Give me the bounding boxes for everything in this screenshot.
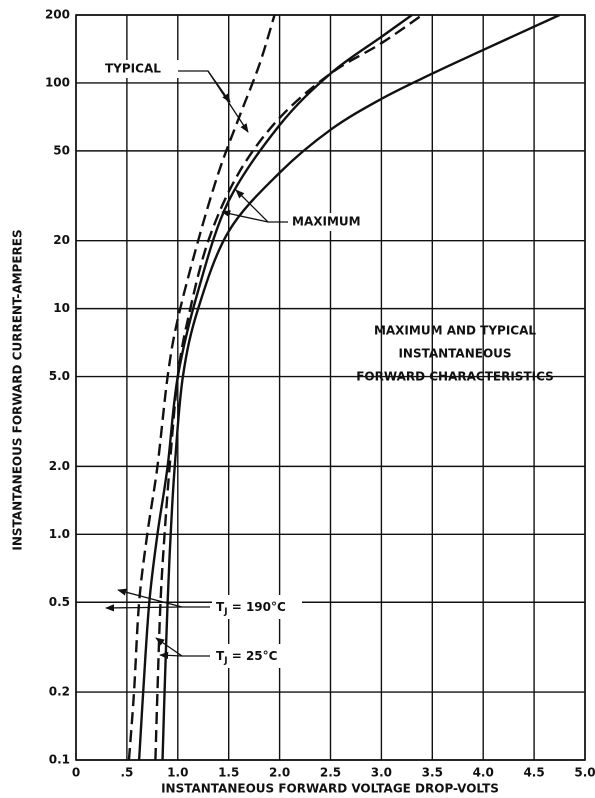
annotation-text: T xyxy=(216,600,225,614)
y-tick-label: 2.0 xyxy=(49,459,70,473)
x-tick-label: 5.0 xyxy=(574,766,595,780)
label-bg xyxy=(212,595,302,619)
title-line: FORWARD CHARACTERISTICS xyxy=(356,370,554,384)
label-bg xyxy=(290,213,370,231)
y-tick-label: 50 xyxy=(53,143,70,157)
annotation-subscript: J xyxy=(223,607,227,617)
x-tick-label: 2.5 xyxy=(320,766,341,780)
x-tick-label: 3.5 xyxy=(422,766,443,780)
arrows xyxy=(105,70,288,660)
y-tick-label: 5.0 xyxy=(49,369,70,383)
x-tick-label: 4.5 xyxy=(523,766,544,780)
label-bg xyxy=(212,644,302,668)
x-tick-label: .5 xyxy=(120,766,133,780)
x-tick-label: 1.5 xyxy=(218,766,239,780)
x-tick-label: 1.0 xyxy=(167,766,188,780)
title-line: MAXIMUM AND TYPICAL xyxy=(374,324,536,338)
annotation-text: T xyxy=(216,649,225,663)
x-tick-label: 4.0 xyxy=(473,766,494,780)
series-line xyxy=(137,15,413,760)
arrow xyxy=(117,588,183,608)
y-tick-label: 200 xyxy=(45,8,70,22)
y-tick-label: 0.5 xyxy=(49,595,70,609)
y-tick-label: 0.1 xyxy=(49,753,70,767)
arrow xyxy=(221,210,269,223)
x-axis-title: INSTANTANEOUS FORWARD VOLTAGE DROP-VOLTS xyxy=(161,782,499,796)
arrow xyxy=(105,604,210,612)
y-tick-label: 1.0 xyxy=(49,527,70,541)
annotation-subscript: J xyxy=(223,656,227,666)
arrow xyxy=(155,637,210,657)
annotation: TYPICAL xyxy=(105,62,161,76)
y-tick-label: 20 xyxy=(53,233,70,247)
x-tick-label: 2.0 xyxy=(269,766,290,780)
arrow xyxy=(207,70,249,133)
annotation: TJ = 190°C xyxy=(216,600,286,617)
annotation: MAXIMUM xyxy=(292,215,361,229)
title-line: INSTANTANEOUS xyxy=(398,347,511,361)
plot-frame xyxy=(75,14,586,761)
y-tick-label: 0.2 xyxy=(49,685,70,699)
annotation-suffix: = 190°C xyxy=(228,600,286,614)
x-tick-label: 3.0 xyxy=(371,766,392,780)
label-bg xyxy=(103,60,205,78)
arrow xyxy=(159,651,183,660)
y-tick-label: 100 xyxy=(45,75,70,89)
y-tick-label: 10 xyxy=(53,301,70,315)
x-tick-label: 0 xyxy=(72,766,80,780)
annotation: TJ = 25°C xyxy=(216,649,278,666)
annotation-suffix: = 25°C xyxy=(228,649,278,663)
series-line xyxy=(161,15,561,760)
y-axis-title: INSTANTANEOUS FORWARD CURRENT-AMPERES xyxy=(11,229,25,550)
title-block: MAXIMUM AND TYPICAL INSTANTANEOUS FORWAR… xyxy=(356,324,554,384)
